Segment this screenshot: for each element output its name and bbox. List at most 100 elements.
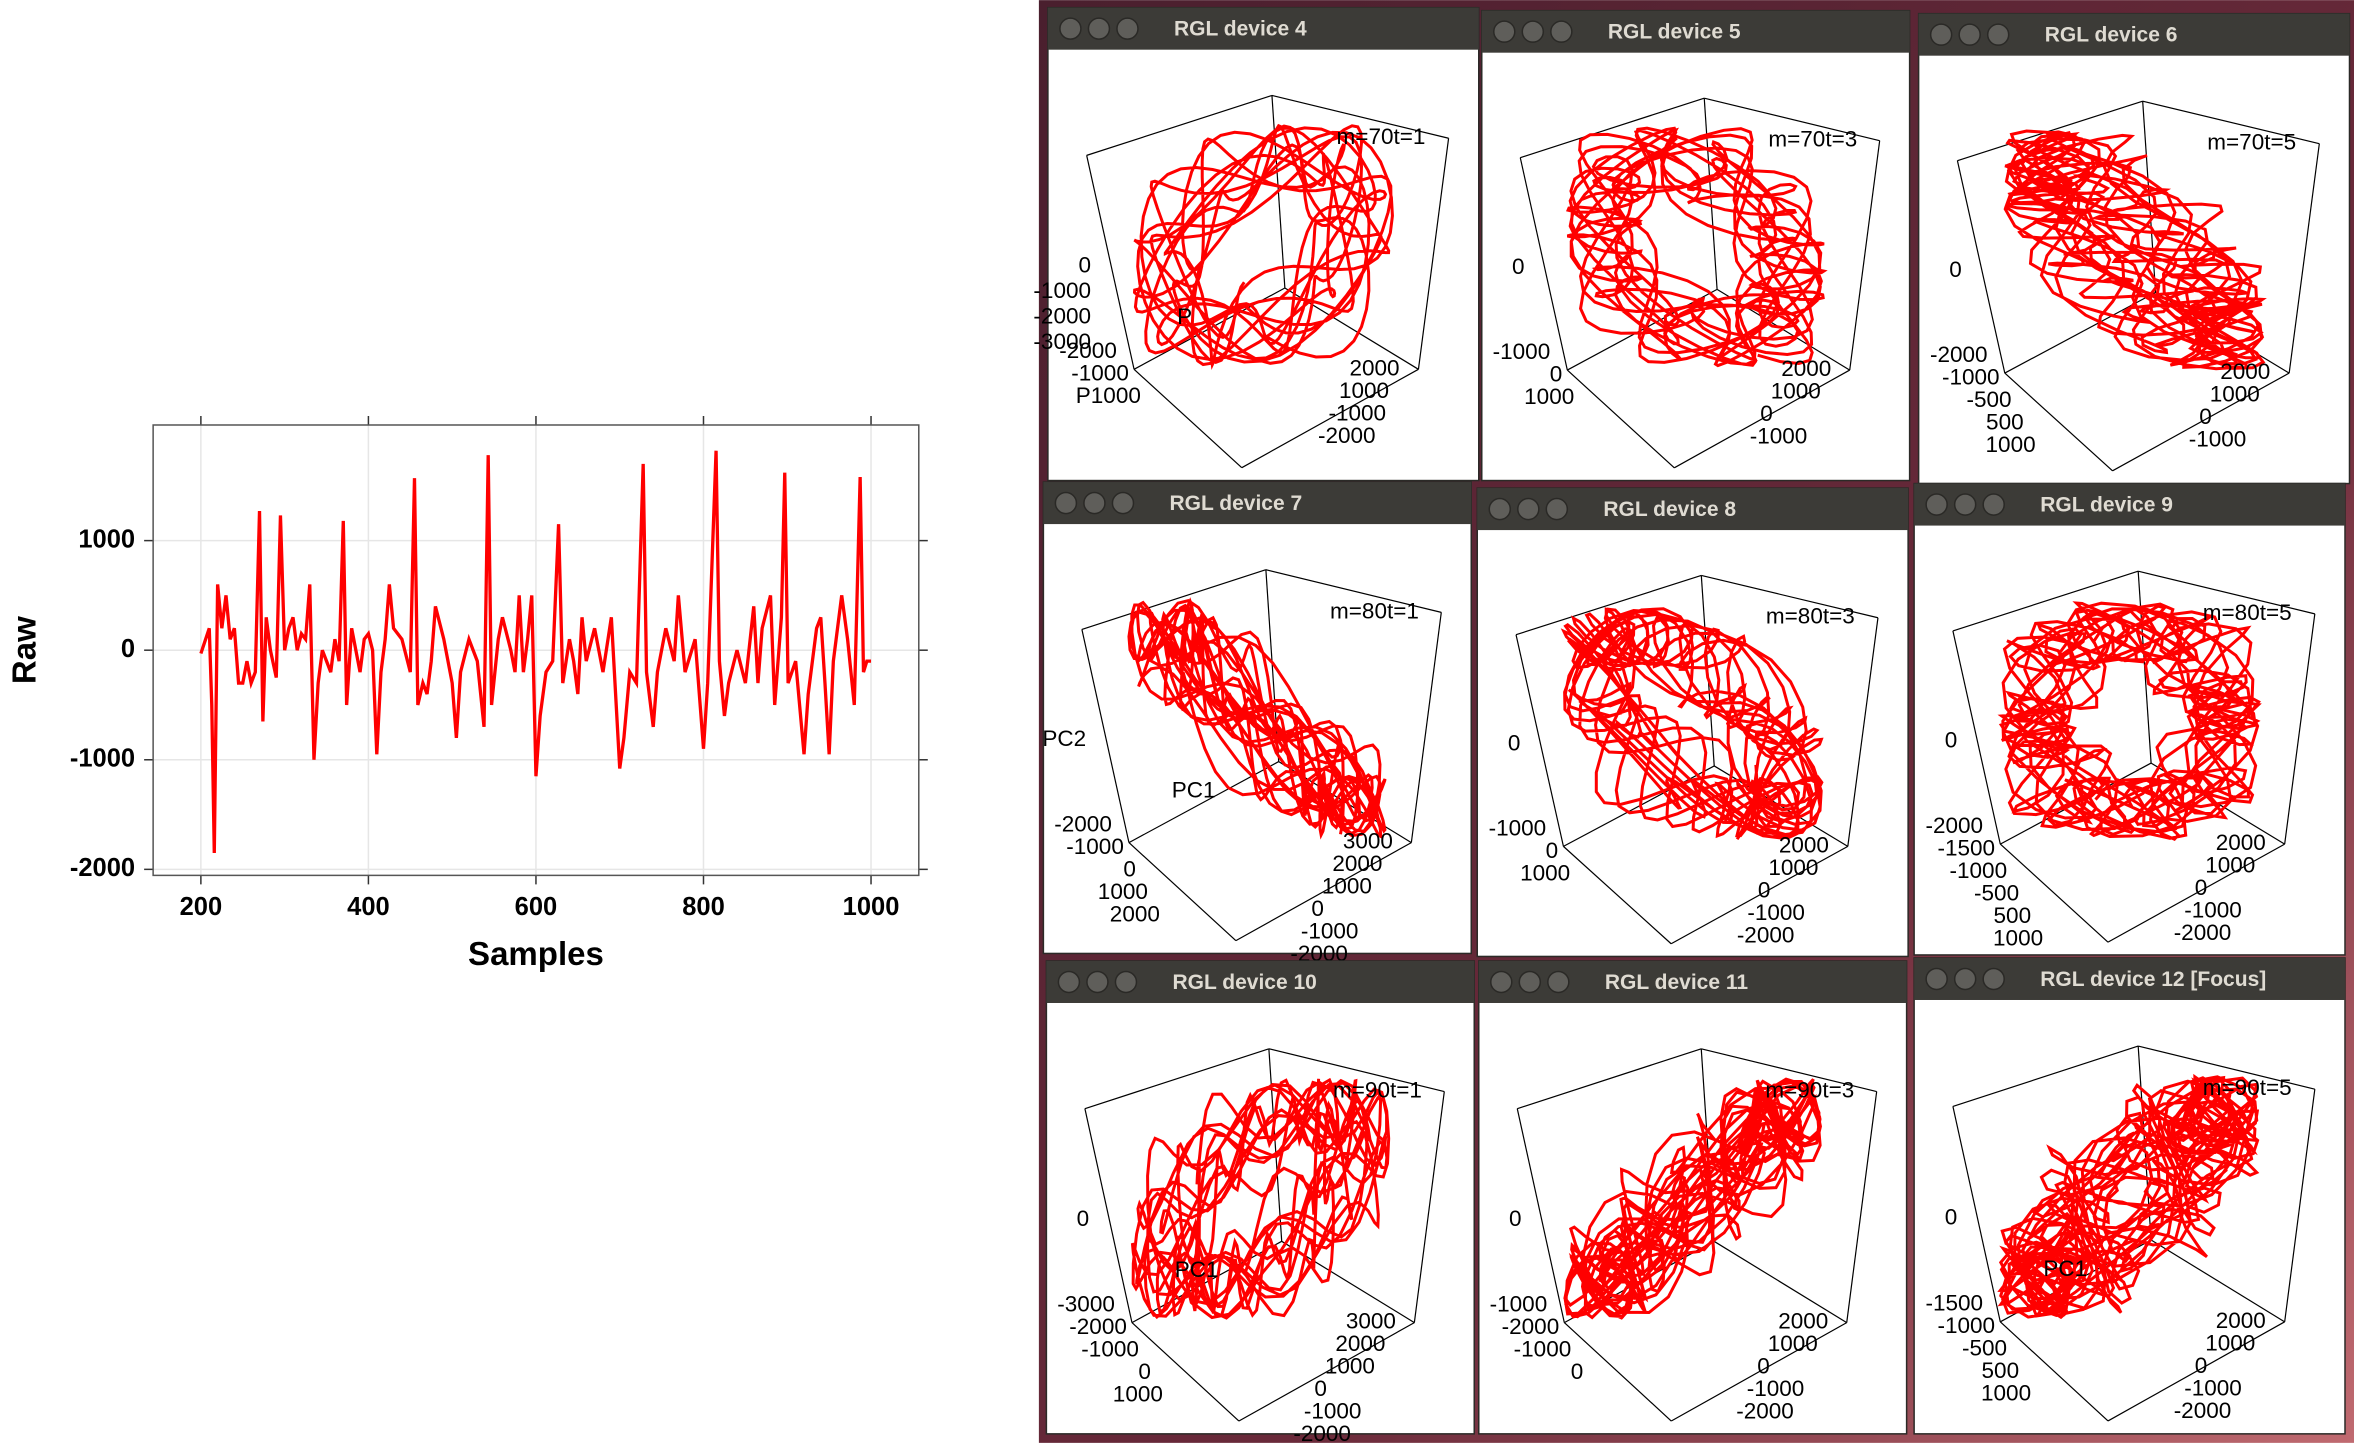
box-edge (1241, 368, 1419, 469)
axis-label: -1000 (1490, 1291, 1548, 1316)
axis-label: -2000 (1502, 1314, 1560, 1339)
window-title: RGL device 12 [Focus] (2040, 968, 2266, 991)
box-edge (1086, 155, 1135, 370)
annotation: m=70t=1 (1337, 124, 1426, 149)
x-tick-label: 800 (682, 893, 725, 921)
axis-label: 2000 (1778, 1309, 1828, 1334)
trajectory (2003, 129, 2267, 371)
close-button[interactable] (1054, 491, 1078, 515)
close-button[interactable] (1057, 970, 1081, 994)
axis-label: 1000 (1322, 874, 1372, 899)
maximize-button[interactable] (1982, 493, 2005, 516)
axis-label: -1000 (1489, 815, 1547, 840)
trajectory (1563, 1077, 1822, 1320)
axis-label: -3000 (1057, 1291, 1115, 1316)
maximize-button[interactable] (1986, 23, 2010, 46)
axis-label: 0 (1945, 1204, 1958, 1229)
box-edge (2004, 372, 2113, 472)
axis-label: 0 (1512, 254, 1525, 279)
maximize-button[interactable] (1545, 497, 1569, 521)
minimize-button[interactable] (1517, 497, 1540, 521)
axis-label: -1000 (1066, 834, 1124, 859)
close-button[interactable] (1493, 20, 1516, 43)
axis-label: -1000 (1304, 1399, 1362, 1424)
axis-label: 2000 (1779, 832, 1829, 857)
box-edge (1849, 140, 1881, 371)
axis-label: 1000 (1325, 1354, 1375, 1379)
axis-label: -1000 (1938, 1313, 1996, 1338)
axis-label: 3000 (1346, 1309, 1396, 1334)
annotation: m=90t=5 (2203, 1075, 2292, 1100)
box-edge (1701, 1048, 1877, 1093)
box-edge (2107, 1321, 2285, 1422)
minimize-button[interactable] (1953, 967, 1977, 991)
box-edge (1268, 1048, 1445, 1093)
annotation: m=90t=1 (1333, 1078, 1422, 1103)
axis-label: 0 (1509, 1206, 1522, 1231)
box-edge (1133, 368, 1243, 469)
y-tick-label: -2000 (70, 854, 135, 882)
axis-label: -1000 (2184, 898, 2242, 923)
maximize-button[interactable] (1114, 970, 1138, 994)
axis-label: 2000 (1349, 355, 1399, 380)
box-edge (1515, 634, 1565, 847)
axis-label: -1500 (1926, 1291, 1984, 1316)
x-tick-label: 600 (515, 893, 558, 921)
axis-label: 2000 (1781, 356, 1831, 381)
axis-label: 0 (1949, 257, 1962, 282)
window-title: RGL device 9 (2040, 494, 2173, 517)
maximize-button[interactable] (1547, 970, 1570, 994)
maximize-button[interactable] (1982, 967, 2005, 991)
axis-label: -2000 (1059, 338, 1117, 363)
maximize-button[interactable] (1116, 17, 1139, 40)
axis-label: -1000 (1514, 1336, 1572, 1361)
trajectory (1560, 607, 1824, 841)
rgl-window: RGL device 4m=70t=1P0-1000-2000-3000-200… (1033, 6, 1480, 482)
close-button[interactable] (1059, 17, 1082, 40)
x-tick-label: 1000 (843, 893, 900, 921)
minimize-button[interactable] (1958, 23, 1981, 46)
box-edge (2288, 143, 2320, 374)
minimize-button[interactable] (1087, 17, 1111, 40)
axis-label: 0 (1757, 1354, 1770, 1379)
window-frame (1045, 960, 1476, 1435)
box-edge (1956, 160, 2006, 374)
close-button[interactable] (1488, 497, 1512, 521)
rgl-window: RGL device 6m=70t=50-2000-1000-500500100… (1917, 12, 2351, 485)
box-edge (1131, 1322, 1240, 1422)
box-edge (1128, 842, 1237, 942)
minimize-button[interactable] (1083, 491, 1106, 515)
box-edge (1520, 97, 1705, 159)
minimize-button[interactable] (1086, 970, 1109, 994)
axis-label: 1000 (2205, 1330, 2255, 1355)
close-button[interactable] (1925, 967, 1948, 991)
box-edge (1081, 629, 1130, 843)
minimize-button[interactable] (1953, 493, 1977, 516)
maximize-button[interactable] (1550, 20, 1573, 43)
close-button[interactable] (1925, 493, 1948, 516)
box-edge (1957, 100, 2143, 162)
axis-label: 0 (2195, 875, 2208, 900)
close-button[interactable] (1929, 23, 1953, 46)
window-title: RGL device 8 (1603, 498, 1736, 521)
minimize-button[interactable] (1518, 970, 1542, 994)
axis-label: 1000 (1981, 1381, 2031, 1406)
box-edge (1517, 1048, 1702, 1110)
axis-label: 2000 (1110, 902, 1160, 927)
close-button[interactable] (1490, 970, 1513, 994)
plot-background (0, 0, 1039, 1443)
axis-label: 0 (1546, 838, 1559, 863)
axis-label: 0 (1758, 877, 1771, 902)
axis-name: PC1 (1172, 777, 1216, 802)
window-title: RGL device 5 (1608, 21, 1741, 44)
maximize-button[interactable] (1111, 491, 1135, 515)
minimize-button[interactable] (1521, 20, 1545, 43)
trajectory (1997, 1073, 2260, 1320)
trajectory (1565, 126, 1828, 368)
axis-label: 500 (1994, 903, 2032, 928)
axis-label: 0 (1550, 362, 1563, 387)
axis-label: -1000 (1942, 365, 2000, 390)
rgl-window: RGL device 10m=90t=1PC10-3000-2000-10000… (1045, 960, 1476, 1443)
box-edge (2138, 1045, 2315, 1090)
